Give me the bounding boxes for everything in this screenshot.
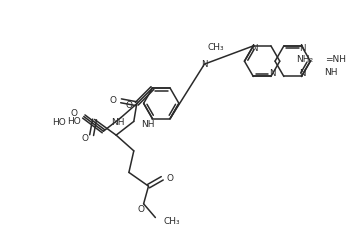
Text: O: O [137, 205, 144, 214]
Text: NH₂: NH₂ [296, 55, 313, 64]
Text: N: N [251, 44, 258, 53]
Text: N: N [201, 60, 208, 69]
Text: N: N [269, 69, 275, 78]
Text: N: N [299, 44, 306, 53]
Text: CH₃: CH₃ [208, 43, 225, 52]
Text: O: O [110, 96, 117, 105]
Text: HO: HO [52, 118, 66, 127]
Text: CH₃: CH₃ [163, 217, 180, 226]
Text: O: O [71, 109, 78, 118]
Text: NH: NH [111, 118, 125, 127]
Text: O: O [125, 101, 132, 110]
Text: N: N [299, 69, 306, 78]
Text: HO: HO [67, 117, 81, 126]
Text: O: O [167, 174, 174, 183]
Text: NH: NH [141, 120, 154, 129]
Text: NH: NH [324, 69, 338, 78]
Text: O: O [81, 134, 88, 143]
Text: =NH: =NH [325, 55, 346, 64]
